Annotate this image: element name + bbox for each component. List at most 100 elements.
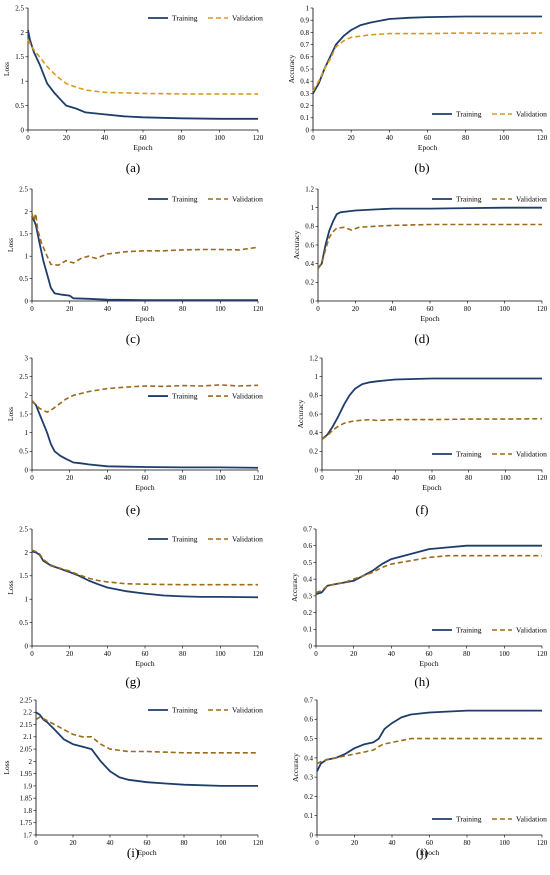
y-axis-title: Accuracy	[291, 753, 300, 782]
y-tick-label: 0.6	[304, 716, 313, 724]
chart-f: 0 20 40 60 80 100 120 0 0.2 0.4 0.6 0.8 1 1.2 Epoch Acc…	[296, 354, 548, 517]
x-tick-label: 60	[142, 474, 150, 482]
legend-label-training: Training	[172, 392, 198, 401]
y-tick-label: 0.1	[300, 114, 309, 122]
y-tick-label: 0.5	[303, 559, 312, 567]
y-tick-label: 0.5	[15, 102, 24, 110]
legend: Training Validation	[432, 815, 547, 824]
x-tick-label: 0	[34, 839, 38, 847]
x-tick-label: 80	[464, 305, 472, 313]
y-tick-label: 0.1	[303, 626, 312, 634]
y-tick-label: 0	[309, 642, 313, 650]
y-tick-label: 0.1	[304, 812, 313, 820]
legend: Training Validation	[148, 392, 263, 401]
legend-label-validation: Validation	[232, 14, 263, 23]
chart-a: 0 20 40 60 80 100 120 0 0.5 1 1.5 2 2.5 Epoch Loss Trai…	[2, 4, 264, 175]
y-tick-label: 1.2	[305, 185, 314, 193]
x-tick-label: 120	[253, 305, 264, 313]
y-tick-label: 1	[306, 4, 310, 12]
y-tick-label: 2.1	[23, 733, 32, 741]
y-tick-label: 0.6	[309, 410, 318, 418]
y-tick-label: 0.2	[304, 793, 313, 801]
x-tick-label: 120	[537, 134, 548, 142]
x-tick-label: 40	[392, 474, 400, 482]
x-tick-label: 20	[350, 650, 358, 658]
x-tick-label: 20	[352, 305, 360, 313]
y-tick-label: 0.5	[304, 735, 313, 743]
x-tick-label: 60	[144, 839, 152, 847]
y-tick-label: 0.4	[300, 78, 309, 86]
legend: Training Validation	[432, 195, 547, 204]
x-tick-label: 20	[66, 650, 74, 658]
y-axis-title: Loss	[6, 238, 15, 252]
legend: Training Validation	[432, 626, 547, 635]
y-tick-label: 0.6	[300, 53, 309, 61]
x-tick-label: 60	[426, 650, 434, 658]
y-tick-label: 1.8	[23, 807, 32, 815]
x-tick-label: 80	[465, 474, 473, 482]
x-tick-label: 0	[311, 134, 315, 142]
y-tick-label: 0	[315, 466, 319, 474]
x-tick-label: 80	[179, 650, 187, 658]
x-axis-title: Epoch	[133, 143, 152, 152]
panel-label: (b)	[414, 160, 429, 175]
legend: Training Validation	[432, 110, 547, 119]
x-tick-label: 100	[500, 474, 511, 482]
y-tick-label: 0.5	[300, 65, 309, 73]
y-tick-label: 0.9	[300, 17, 309, 25]
legend-label-validation: Validation	[232, 706, 263, 715]
x-tick-label: 100	[499, 134, 510, 142]
panel-label: (g)	[125, 674, 140, 689]
x-tick-label: 120	[537, 839, 548, 847]
y-tick-label: 0.4	[304, 754, 313, 762]
x-tick-label: 40	[104, 650, 112, 658]
series-line-training	[31, 550, 259, 599]
x-tick-label: 20	[351, 839, 359, 847]
y-tick-label: 2.5	[19, 185, 28, 193]
x-tick-label: 120	[253, 650, 264, 658]
x-tick-label: 120	[253, 474, 264, 482]
series-line-validation	[316, 737, 542, 765]
y-tick-label: 1.85	[20, 795, 33, 803]
y-tick-label: 2	[25, 392, 29, 400]
y-tick-label: 2.5	[15, 4, 24, 12]
y-tick-label: 0.7	[303, 525, 312, 533]
y-tick-label: 2.5	[19, 525, 28, 533]
series-line-training	[27, 29, 258, 120]
x-tick-label: 0	[30, 305, 34, 313]
y-tick-label: 1.2	[309, 354, 318, 362]
x-tick-label: 80	[463, 650, 471, 658]
panel-label: (d)	[414, 331, 429, 346]
y-tick-label: 0	[311, 297, 315, 305]
legend-label-training: Training	[172, 706, 198, 715]
panel-label: (a)	[126, 160, 140, 175]
y-axis-title: Loss	[6, 580, 15, 594]
chart-c: 0 20 40 60 80 100 120 0 0.5 1 1.5 2 2.5 Epoch Loss Trai…	[6, 185, 264, 346]
x-tick-label: 60	[426, 839, 434, 847]
y-tick-label: 0.2	[300, 102, 309, 110]
legend-label-training: Training	[172, 14, 198, 23]
legend-label-training: Training	[172, 195, 198, 204]
x-tick-label: 120	[537, 305, 548, 313]
series-line-training	[315, 544, 542, 596]
series-line-validation	[312, 32, 543, 92]
y-tick-label: 0.3	[300, 90, 309, 98]
y-tick-label: 0.2	[303, 609, 312, 617]
series-line-validation	[35, 716, 258, 754]
y-axis-title: Loss	[2, 62, 11, 76]
y-tick-label: 0.8	[309, 392, 318, 400]
x-tick-label: 80	[179, 305, 187, 313]
series-line-validation	[315, 554, 542, 594]
x-tick-label: 20	[63, 134, 71, 142]
panel-label: (j)	[416, 845, 428, 860]
legend-label-validation: Validation	[516, 110, 547, 119]
y-tick-label: 0.8	[305, 223, 314, 231]
series-line-training	[317, 206, 542, 269]
x-tick-label: 80	[178, 134, 186, 142]
y-tick-label: 0.7	[304, 696, 313, 704]
y-tick-label: 2.15	[20, 721, 33, 729]
x-tick-label: 80	[179, 474, 187, 482]
y-tick-label: 2.25	[20, 696, 33, 704]
y-tick-label: 0.2	[305, 279, 314, 287]
